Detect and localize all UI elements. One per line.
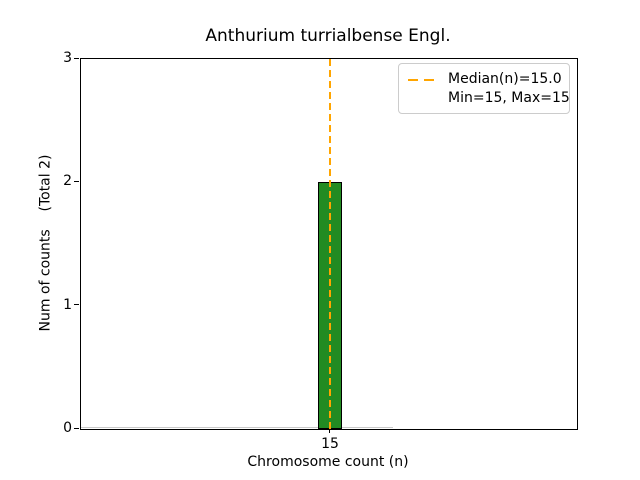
- x-tick-label: 15: [321, 436, 339, 452]
- chart-title: Anthurium turrialbense Engl.: [205, 26, 451, 46]
- plot-area: [80, 58, 578, 430]
- median-dashed-line-sample: [408, 78, 439, 81]
- zero-bins-baseline: [81, 427, 393, 428]
- y-tick-mark: [74, 427, 79, 429]
- y-tick-label: 0: [63, 420, 72, 436]
- legend-entry-median: Median(n)=15.0: [408, 70, 562, 89]
- x-axis-label: Chromosome count (n): [247, 454, 409, 470]
- y-tick-label: 3: [63, 50, 72, 66]
- legend-label-minmax: Min=15, Max=15: [448, 90, 570, 106]
- legend-sample-spacer: [408, 98, 439, 100]
- y-tick-mark: [74, 180, 79, 182]
- y-tick-mark: [74, 57, 79, 59]
- legend-entry-minmax: Min=15, Max=15: [408, 89, 570, 108]
- legend: Median(n)=15.0 Min=15, Max=15: [398, 63, 570, 114]
- y-tick-label: 1: [63, 296, 72, 313]
- y-tick-mark: [74, 304, 79, 306]
- median-line: [329, 59, 331, 429]
- y-axis-label: Num of counts (Total 2): [37, 154, 54, 332]
- x-tick-mark: [329, 429, 330, 433]
- legend-label-median: Median(n)=15.0: [448, 71, 562, 87]
- y-tick-label: 2: [63, 173, 72, 190]
